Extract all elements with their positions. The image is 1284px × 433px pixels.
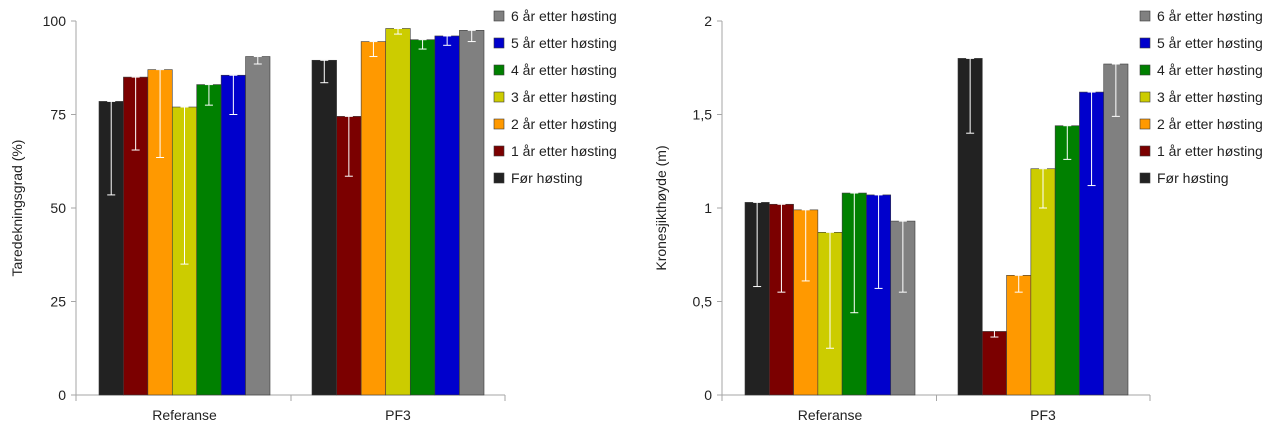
- y-tick-label: 50: [50, 200, 66, 216]
- legend-swatch: [1139, 64, 1151, 76]
- legend-swatch: [493, 145, 505, 157]
- legend-swatch: [493, 37, 505, 49]
- x-category-label: Referanse: [798, 407, 863, 423]
- legend-swatch: [1139, 91, 1151, 103]
- legend-label: 3 år etter høsting: [1157, 89, 1263, 105]
- bar-1-6: [220, 74, 246, 396]
- y-axis-title: Kronesjikthøyde (m): [653, 145, 669, 270]
- bar-2-3: [1006, 275, 1032, 396]
- legend-label: 5 år etter høsting: [1157, 35, 1263, 51]
- chart-panel-2: 0 0,5 1 1,5 2 Referanse PF3 Kronesjikthøyde (m)…: [653, 8, 1263, 423]
- bar-2-3: [360, 41, 387, 396]
- bar-2-7: [459, 30, 485, 396]
- y-tick-label: 2: [704, 13, 712, 29]
- bar-2-7: [1103, 63, 1129, 396]
- legend: 6 år etter høsting 5 år etter høsting 4 år…: [493, 8, 617, 186]
- legend-label: 1 år etter høsting: [511, 143, 617, 159]
- y-tick-label: 1: [704, 200, 712, 216]
- legend-label: 2 år etter høsting: [1157, 116, 1263, 132]
- legend-label: 6 år etter høsting: [1157, 8, 1263, 24]
- legend-swatch: [1139, 172, 1151, 184]
- bar-2-5: [409, 39, 436, 396]
- legend-swatch: [493, 10, 505, 22]
- x-category-label: Referanse: [152, 407, 217, 423]
- y-tick-label: 0: [704, 387, 712, 403]
- legend-swatch: [1139, 118, 1151, 130]
- legend-label: 1 år etter høsting: [1157, 143, 1263, 159]
- y-tick-label: 1,5: [693, 107, 713, 123]
- legend-label: 3 år etter høsting: [511, 89, 617, 105]
- legend-swatch: [1139, 37, 1151, 49]
- bar-2-1: [311, 59, 337, 396]
- y-axis-title: Taredekningsgrad (%): [9, 140, 25, 277]
- legend-label: 6 år etter høsting: [511, 8, 617, 24]
- y-tick-label: 25: [50, 294, 66, 310]
- bar-2-2: [981, 331, 1007, 396]
- y-tick-label: 75: [50, 107, 66, 123]
- legend-swatch: [493, 118, 505, 130]
- legend-swatch: [493, 172, 505, 184]
- legend-label: Før høsting: [1157, 170, 1229, 186]
- legend-label: Før høsting: [511, 170, 583, 186]
- x-category-label: PF3: [1030, 407, 1056, 423]
- bar-1-7: [245, 56, 271, 396]
- bar-1-5: [196, 84, 222, 396]
- legend-swatch: [493, 64, 505, 76]
- legend-label: 5 år etter høsting: [511, 35, 617, 51]
- bar-2-5: [1054, 125, 1080, 396]
- y-tick-label: 100: [43, 13, 67, 29]
- y-tick-label: 0,5: [693, 294, 713, 310]
- y-tick-label: 0: [58, 387, 66, 403]
- legend-swatch: [493, 91, 505, 103]
- legend-label: 2 år etter høsting: [511, 116, 617, 132]
- bar-1-3: [147, 69, 173, 396]
- x-category-label: PF3: [385, 407, 411, 423]
- bar-2-6: [434, 35, 460, 396]
- bar-2-4: [385, 28, 411, 396]
- legend: 6 år etter høsting 5 år etter høsting 4 år…: [1139, 8, 1263, 186]
- legend-label: 4 år etter høsting: [511, 62, 617, 78]
- legend-swatch: [1139, 145, 1151, 157]
- legend-swatch: [1139, 10, 1151, 22]
- chart-panel-1: 0 25 50 75 100 Referanse PF3 Taredekningsgrad (…: [9, 8, 617, 423]
- legend-label: 4 år etter høsting: [1157, 62, 1263, 78]
